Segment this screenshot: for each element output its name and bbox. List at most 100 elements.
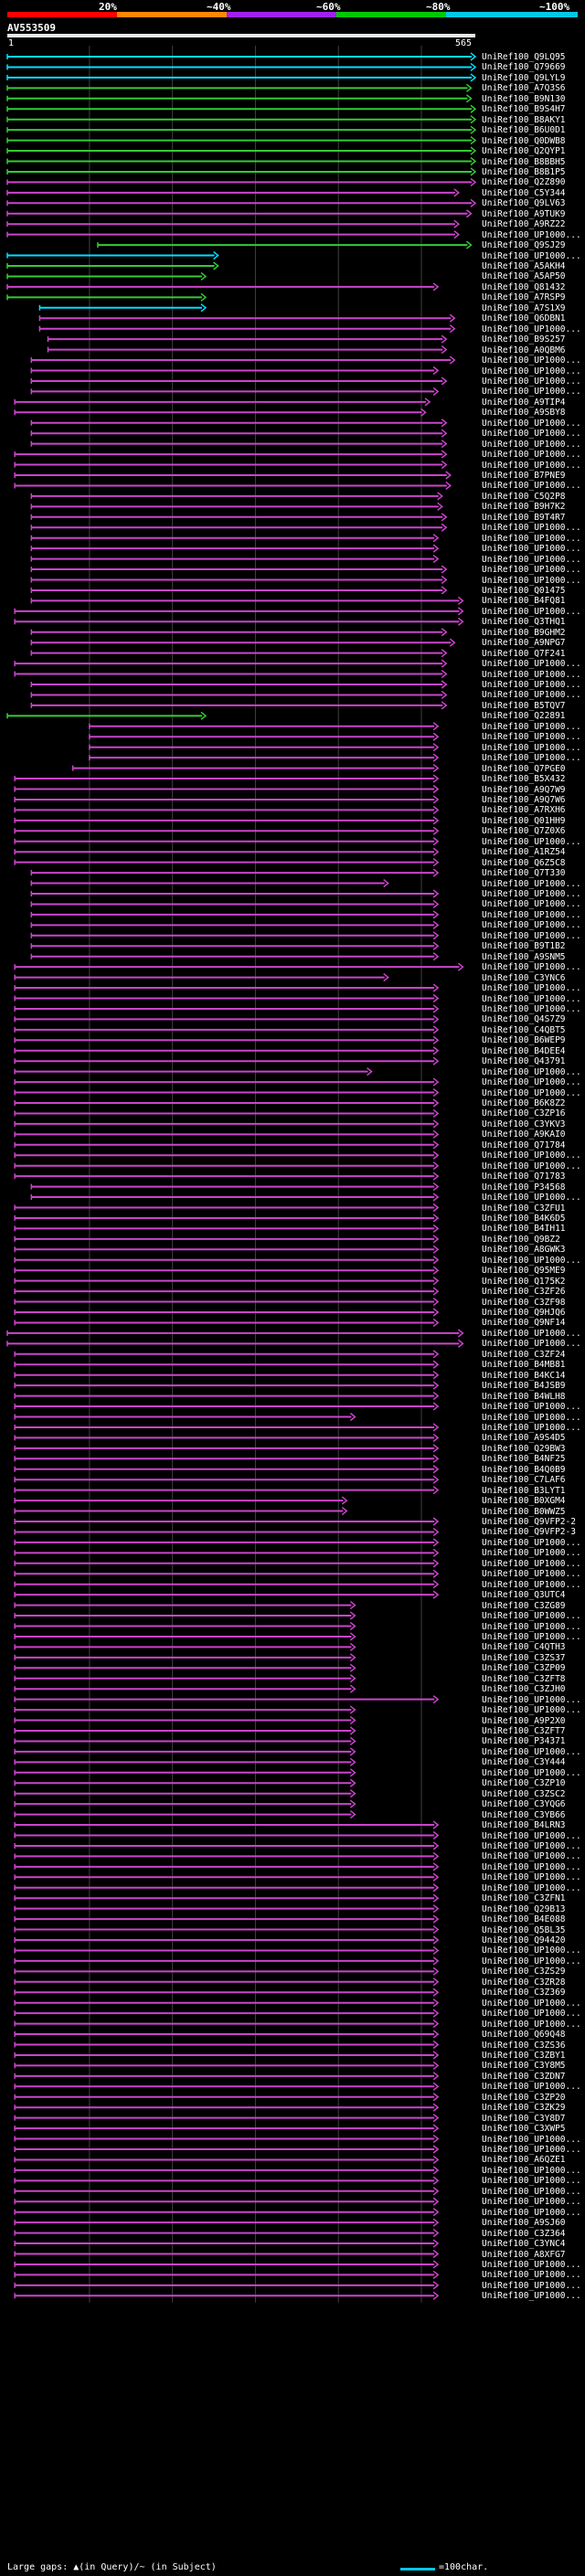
hit-row[interactable] xyxy=(14,2145,440,2154)
hit-row[interactable] xyxy=(14,2155,440,2165)
hit-row[interactable] xyxy=(30,910,440,919)
hit-label[interactable]: UniRef100_UP1000... xyxy=(482,606,581,617)
hit-label[interactable]: UniRef100_Q2Z890 xyxy=(482,177,566,188)
hit-label[interactable]: UniRef100_Q3UTC4 xyxy=(482,1590,566,1601)
hit-row[interactable] xyxy=(14,1799,356,1808)
hit-row[interactable] xyxy=(38,303,207,313)
hit-row[interactable] xyxy=(14,1548,440,1557)
hit-label[interactable]: UniRef100_UP1000... xyxy=(482,983,581,994)
hit-label[interactable]: UniRef100_UP1000... xyxy=(482,1422,581,1433)
hit-row[interactable] xyxy=(14,816,440,825)
hit-row[interactable] xyxy=(14,1350,440,1359)
hit-row[interactable] xyxy=(6,83,473,92)
hit-label[interactable]: UniRef100_UP1000... xyxy=(482,1077,581,1088)
hit-label[interactable]: UniRef100_UP1000... xyxy=(482,418,581,429)
hit-row[interactable] xyxy=(30,376,448,386)
hit-label[interactable]: UniRef100_Q9LYL9 xyxy=(482,72,566,83)
hit-label[interactable]: UniRef100_B9N130 xyxy=(482,93,566,104)
hit-row[interactable] xyxy=(14,2218,440,2227)
hit-label[interactable]: UniRef100_C3YNC6 xyxy=(482,972,566,983)
hit-row[interactable] xyxy=(14,2281,440,2290)
hit-label[interactable]: UniRef100_B7PNE9 xyxy=(482,471,566,481)
hit-row[interactable] xyxy=(14,1726,356,1735)
hit-label[interactable]: UniRef100_C3ZK29 xyxy=(482,2103,566,2114)
hit-label[interactable]: UniRef100_UP1000... xyxy=(482,2291,581,2302)
hit-label[interactable]: UniRef100_UP1000... xyxy=(482,1611,581,1622)
hit-row[interactable] xyxy=(14,1736,356,1746)
hit-row[interactable] xyxy=(14,481,452,491)
hit-label[interactable]: UniRef100_A9SJ60 xyxy=(482,2218,566,2229)
hit-label[interactable]: UniRef100_UP1000... xyxy=(482,2207,581,2218)
hit-label[interactable]: UniRef100_UP1000... xyxy=(482,690,581,701)
hit-row[interactable] xyxy=(30,387,440,396)
hit-label[interactable]: UniRef100_Q69Q48 xyxy=(482,2030,566,2041)
hit-label[interactable]: UniRef100_A7S1X9 xyxy=(482,302,566,313)
hit-label[interactable]: UniRef100_B9T1B2 xyxy=(482,941,566,952)
hit-row[interactable] xyxy=(14,1715,356,1725)
hit-row[interactable] xyxy=(6,136,477,145)
hit-label[interactable]: UniRef100_UP1000... xyxy=(482,1631,581,1642)
hit-label[interactable]: UniRef100_Q9NF14 xyxy=(482,1318,566,1329)
hit-label[interactable]: UniRef100_Q94420 xyxy=(482,1935,566,1945)
hit-label[interactable]: UniRef100_A9RZ22 xyxy=(482,219,566,230)
hit-row[interactable] xyxy=(6,125,477,134)
hit-row[interactable] xyxy=(14,1935,440,1945)
hit-label[interactable]: UniRef100_C3Y444 xyxy=(482,1757,566,1768)
hit-row[interactable] xyxy=(14,1454,440,1463)
hit-row[interactable] xyxy=(14,1077,440,1087)
hit-row[interactable] xyxy=(14,805,440,814)
hit-label[interactable]: UniRef100_UP1000... xyxy=(482,1402,581,1413)
hit-label[interactable]: UniRef100_UP1000... xyxy=(482,323,581,334)
hit-row[interactable] xyxy=(30,889,440,898)
hit-row[interactable] xyxy=(14,617,464,626)
hit-row[interactable] xyxy=(14,1642,356,1651)
hit-row[interactable] xyxy=(14,1768,356,1777)
hit-label[interactable]: UniRef100_UP1000... xyxy=(482,1861,581,1872)
hit-label[interactable]: UniRef100_B4E088 xyxy=(482,1914,566,1925)
hit-row[interactable] xyxy=(14,1841,440,1850)
hit-label[interactable]: UniRef100_UP1000... xyxy=(482,2270,581,2281)
hit-row[interactable] xyxy=(30,355,456,365)
hit-row[interactable] xyxy=(30,565,448,574)
hit-row[interactable] xyxy=(14,398,431,407)
hit-row[interactable] xyxy=(14,1893,440,1903)
hit-label[interactable]: UniRef100_B9T4R7 xyxy=(482,512,566,523)
hit-label[interactable]: UniRef100_Q9HJQ6 xyxy=(482,1308,566,1318)
hit-label[interactable]: UniRef100_UP1000... xyxy=(482,565,581,576)
hit-label[interactable]: UniRef100_Q22891 xyxy=(482,711,566,722)
hit-row[interactable] xyxy=(71,764,440,773)
hit-label[interactable]: UniRef100_Q9LV63 xyxy=(482,198,566,209)
hit-label[interactable]: UniRef100_UP1000... xyxy=(482,1087,581,1098)
hit-label[interactable]: UniRef100_Q175K2 xyxy=(482,1276,566,1287)
hit-label[interactable]: UniRef100_A9SNM5 xyxy=(482,951,566,962)
hit-row[interactable] xyxy=(14,1496,348,1505)
hit-row[interactable] xyxy=(14,1171,440,1181)
hit-row[interactable] xyxy=(14,1214,440,1223)
hit-label[interactable]: UniRef100_C3ZDN7 xyxy=(482,2071,566,2082)
hit-label[interactable]: UniRef100_Q3THQ1 xyxy=(482,617,566,628)
hit-label[interactable]: UniRef100_Q79669 xyxy=(482,62,566,73)
hit-label[interactable]: UniRef100_A9NPG7 xyxy=(482,638,566,649)
hit-row[interactable] xyxy=(30,1193,440,1202)
hit-row[interactable] xyxy=(14,1663,356,1672)
hit-row[interactable] xyxy=(14,1297,440,1307)
hit-label[interactable]: UniRef100_B9H7K2 xyxy=(482,502,566,513)
hit-label[interactable]: UniRef100_C3ZFU1 xyxy=(482,1203,566,1214)
hit-row[interactable] xyxy=(14,858,440,867)
hit-label[interactable]: UniRef100_C3ZR28 xyxy=(482,1977,566,1988)
hit-row[interactable] xyxy=(14,1245,440,1254)
hit-row[interactable] xyxy=(14,1412,356,1422)
hit-row[interactable] xyxy=(14,607,464,616)
hit-row[interactable] xyxy=(6,282,440,292)
hit-label[interactable]: UniRef100_B9GHM2 xyxy=(482,627,566,638)
hit-row[interactable] xyxy=(14,1475,440,1484)
hit-row[interactable] xyxy=(14,1538,440,1547)
hit-label[interactable]: UniRef100_UP1000... xyxy=(482,1066,581,1077)
hit-label[interactable]: UniRef100_B4LRN3 xyxy=(482,1820,566,1831)
hit-row[interactable] xyxy=(14,1506,348,1516)
hit-label[interactable]: UniRef100_UP1000... xyxy=(482,899,581,910)
hit-row[interactable] xyxy=(14,1266,440,1275)
hit-row[interactable] xyxy=(89,722,440,731)
hit-label[interactable]: UniRef100_C3ZFT8 xyxy=(482,1673,566,1684)
hit-row[interactable] xyxy=(30,878,389,888)
